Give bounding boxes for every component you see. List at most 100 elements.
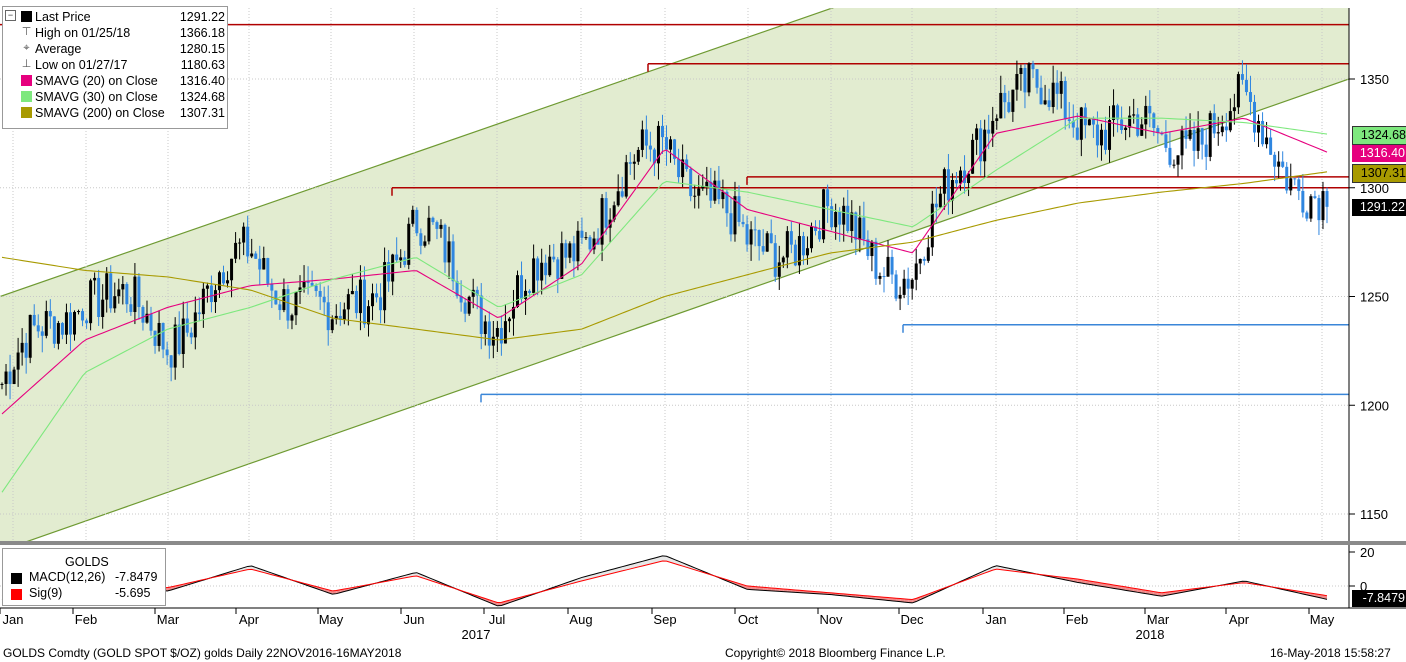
macd-fill (662, 555, 667, 562)
month-label: Dec (900, 612, 924, 627)
price-body (1148, 105, 1152, 114)
price-body (693, 195, 697, 197)
macd-fill (892, 597, 897, 602)
price-body (640, 129, 644, 150)
month-label: Sep (653, 612, 676, 627)
month-label: Jun (404, 612, 425, 627)
price-body (1128, 115, 1132, 128)
price-body (459, 296, 463, 303)
price-body (1244, 79, 1248, 93)
price-body (89, 280, 93, 324)
macd-fill (1105, 583, 1110, 588)
macd-legend: GOLDS MACD(12,26) -7.8479 Sig(9) -5.695 (2, 548, 166, 606)
price-body (157, 322, 161, 346)
footer-security: GOLDS Comdty (GOLD SPOT $/OZ) golds Dail… (3, 646, 402, 660)
price-body (1095, 124, 1099, 146)
price-body (1232, 107, 1236, 112)
price-body (878, 276, 882, 279)
macd-fill (1121, 586, 1126, 591)
macd-fill (1149, 590, 1154, 595)
price-body (447, 241, 451, 263)
macd-fill (1097, 582, 1102, 587)
trend-channel (0, 8, 1349, 541)
price-body (491, 336, 495, 346)
price-body (40, 331, 44, 336)
macd-fill (626, 564, 631, 570)
price-body (306, 281, 310, 283)
macd-fill (888, 597, 893, 601)
price-body (1325, 191, 1329, 207)
price-body (1136, 114, 1140, 136)
sma20-tag: 1316.40 (1352, 145, 1406, 162)
price-body (1132, 114, 1136, 116)
price-body (826, 189, 830, 207)
price-body (528, 290, 532, 293)
price-body (479, 295, 483, 335)
price-body (926, 247, 930, 261)
price-body (946, 169, 950, 201)
green-square-icon (21, 91, 32, 102)
price-body (705, 181, 709, 187)
price-body (918, 258, 922, 264)
price-body (1180, 130, 1184, 156)
macd-fill (1153, 591, 1158, 596)
price-body (282, 289, 286, 311)
high-marker-icon: ⊤ (21, 26, 32, 38)
price-body (858, 217, 862, 240)
price-body (125, 284, 129, 305)
price-body (737, 196, 741, 222)
price-body (636, 149, 640, 162)
macd-fill (1133, 588, 1138, 593)
price-body (975, 128, 979, 140)
price-body (109, 273, 113, 309)
price-body (101, 299, 105, 317)
price-body (592, 238, 596, 250)
macd-fill (775, 588, 780, 592)
macd-fill (630, 563, 635, 569)
macd-fill (1129, 587, 1134, 592)
price-body (1309, 196, 1313, 219)
price-body (1305, 212, 1309, 219)
price-body (822, 189, 826, 240)
price-body (165, 349, 169, 356)
price-body (842, 205, 846, 225)
macd-fill (900, 598, 905, 603)
price-body (1277, 161, 1281, 167)
price-body (781, 257, 785, 263)
price-body (1112, 105, 1116, 121)
price-body (749, 229, 753, 245)
magenta-square-icon (21, 75, 32, 86)
black-square-icon (21, 11, 32, 22)
price-body (68, 312, 72, 335)
price-body (620, 191, 624, 197)
price-body (757, 230, 761, 247)
month-label: Jul (489, 612, 506, 627)
price-body (902, 278, 906, 295)
price-body (242, 226, 246, 243)
price-body (1116, 105, 1120, 120)
price-body (612, 205, 616, 220)
axis-background (1349, 8, 1406, 608)
macd-fill (1141, 589, 1146, 594)
price-body (56, 323, 60, 344)
price-body (588, 237, 592, 250)
price-body (169, 355, 173, 368)
price-body (991, 120, 995, 134)
price-body (4, 371, 8, 384)
macd-fill (247, 566, 252, 570)
price-body (963, 170, 967, 183)
macd-fill (634, 562, 639, 568)
price-body (64, 312, 68, 335)
price-body (403, 257, 407, 265)
price-body (423, 241, 427, 246)
price-body (761, 246, 765, 252)
macd-fill (759, 586, 764, 591)
macd-fill (1085, 580, 1090, 585)
price-body (938, 193, 942, 208)
legend-label: Low on 01/27/17 (35, 58, 128, 72)
price-body (145, 313, 149, 323)
price-body (1172, 164, 1176, 166)
collapse-icon[interactable]: − (5, 10, 16, 21)
macd-fill (1093, 581, 1098, 586)
price-body (697, 188, 701, 196)
